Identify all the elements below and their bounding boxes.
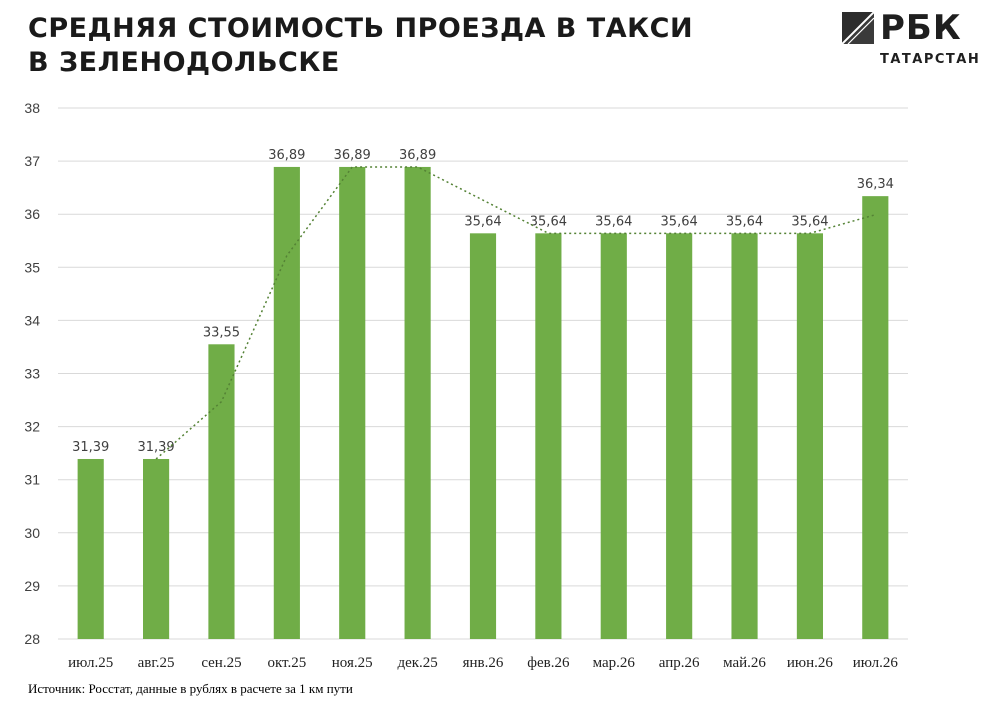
bar (600, 233, 627, 640)
x-tick-label: фев.26 (527, 655, 570, 671)
data-label: 35,64 (791, 214, 828, 229)
x-tick-label: июл.26 (853, 655, 899, 671)
bar-chart: 28 29 30 31 32 33 34 35 36 37 38 31,39 июл.25 31,39 ав… (24, 100, 908, 671)
y-tick-label: 38 (24, 100, 40, 116)
logo-region-text: ТАТАРСТАН (880, 52, 981, 67)
bar (208, 344, 235, 639)
data-label: 31,39 (137, 440, 174, 455)
y-tick-label: 33 (24, 366, 40, 382)
data-label: 35,64 (595, 214, 632, 229)
source-note: Источник: Росстат, данные в рублях в рас… (28, 681, 353, 696)
y-tick-label: 29 (24, 578, 40, 594)
x-tick-label: ноя.25 (332, 655, 373, 671)
y-tick-label: 31 (24, 472, 40, 488)
x-tick-label: дек.25 (397, 655, 437, 671)
bar (404, 166, 431, 640)
x-tick-label: май.26 (723, 655, 766, 671)
chart-title: СРЕДНЯЯ СТОИМОСТЬ ПРОЕЗДА В ТАКСИ В ЗЕЛЕ… (28, 12, 693, 80)
x-tick-label: сен.25 (201, 655, 241, 671)
x-tick-label: авг.25 (138, 655, 175, 671)
data-label: 35,64 (661, 214, 698, 229)
rbc-logo: РБК ТАТАРСТАН (842, 8, 979, 74)
data-label: 36,34 (857, 177, 894, 192)
x-tick-label: мар.26 (593, 655, 636, 671)
title-line-2: В ЗЕЛЕНОДОЛЬСКЕ (28, 47, 340, 78)
bar (535, 233, 562, 640)
x-tick-label: окт.25 (267, 655, 306, 671)
title-line-1: СРЕДНЯЯ СТОИМОСТЬ ПРОЕЗДА В ТАКСИ (28, 13, 694, 44)
data-label: 33,55 (203, 325, 240, 340)
bar (143, 458, 170, 639)
x-tick-label: июн.26 (787, 655, 834, 671)
y-tick-label: 28 (24, 631, 40, 647)
logo-brand-text: РБК (880, 8, 962, 48)
data-label: 36,89 (399, 148, 436, 163)
bar (339, 166, 366, 640)
data-label: 36,89 (334, 148, 371, 163)
data-label: 35,64 (530, 214, 567, 229)
y-tick-label: 34 (24, 312, 40, 328)
y-tick-label: 35 (24, 259, 40, 275)
y-tick-label: 32 (24, 419, 40, 435)
bar (666, 233, 693, 640)
data-label: 35,64 (464, 214, 501, 229)
x-tick-label: июл.25 (68, 655, 113, 671)
y-tick-label: 30 (24, 525, 40, 541)
bar (469, 233, 497, 640)
data-label: 36,89 (268, 148, 305, 163)
y-tick-label: 36 (24, 206, 40, 222)
data-label: 35,64 (726, 214, 763, 229)
x-tick-label: апр.26 (659, 655, 700, 671)
x-tick-label: янв.26 (463, 655, 504, 671)
bar (862, 196, 889, 639)
rbc-logo-icon (842, 12, 874, 44)
y-tick-label: 37 (24, 153, 40, 169)
bar (77, 458, 104, 639)
bar (796, 233, 823, 640)
trendline (155, 166, 876, 460)
data-label: 31,39 (72, 440, 109, 455)
bar (731, 233, 758, 640)
bar (273, 166, 300, 640)
